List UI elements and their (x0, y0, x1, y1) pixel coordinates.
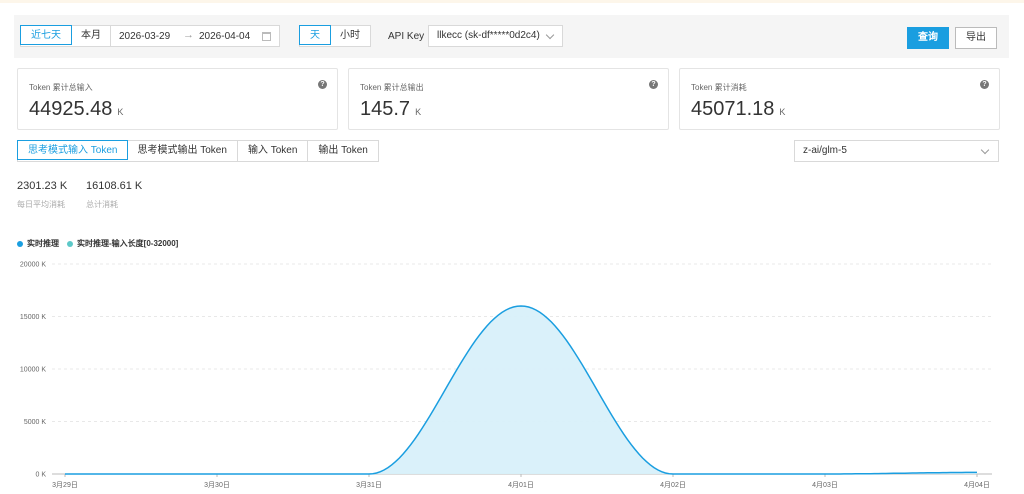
x-tick-label: 4月02日 (660, 481, 686, 489)
model-select[interactable]: z-ai/glm-5 (794, 140, 999, 162)
y-tick-label: 0 K (35, 472, 46, 479)
card-number: 145.7 (360, 98, 411, 120)
x-tick-label: 4月04日 (964, 481, 990, 489)
stat-label: 总计消耗 (86, 200, 118, 209)
tab-thinking-input[interactable]: 思考模式输入 Token (17, 140, 129, 160)
card-title: Token 累计总输入 (29, 83, 93, 92)
calendar-icon (262, 32, 271, 41)
legend-item[interactable]: 实时推理 (17, 238, 59, 249)
y-tick-label: 20000 K (20, 262, 46, 269)
y-tick-label: 10000 K (20, 367, 46, 374)
granularity-group: 天 小时 (299, 25, 371, 47)
date-range-picker[interactable]: 2026-03-29 → 2026-04-04 (110, 25, 280, 47)
card-total-input: Token 累计总输入 ? 44925.48 K (17, 68, 338, 130)
card-unit: K (117, 107, 124, 117)
series-area (65, 306, 977, 474)
export-button[interactable]: 导出 (955, 27, 997, 49)
token-usage-chart: 0 K 5000 K 10000 K 15000 K 20000 K 3月29日 3月30日… (20, 262, 992, 489)
y-tick-label: 5000 K (24, 419, 47, 426)
api-key-label: API Key (388, 31, 425, 42)
chevron-down-icon (545, 30, 555, 40)
x-tick-label: 3月31日 (356, 481, 382, 489)
api-key-select[interactable]: llkecc (sk-df*****0d2c4) (428, 25, 563, 47)
stat-value: 2301.23 K (17, 180, 68, 192)
tab-thinking-output[interactable]: 思考模式输出 Token (127, 141, 238, 161)
token-type-tabs: 思考模式输入 Token 思考模式输出 Token 输入 Token 输出 To… (17, 140, 379, 162)
preset-last-seven-days[interactable]: 近七天 (20, 25, 72, 45)
card-title: Token 累计消耗 (691, 83, 747, 92)
card-unit: K (779, 107, 786, 117)
top-accent-line (0, 0, 1024, 3)
card-total-output: Token 累计总输出 ? 145.7 K (348, 68, 669, 130)
card-value: 145.7 K (360, 98, 421, 121)
range-arrow-icon: → (183, 29, 194, 41)
card-total-consumption: Token 累计消耗 ? 45071.18 K (679, 68, 1000, 130)
stat-label: 每日平均消耗 (17, 200, 65, 209)
legend-item[interactable]: 实时推理-输入长度[0-32000] (67, 238, 178, 249)
chevron-down-icon (980, 145, 990, 155)
legend-label: 实时推理 (27, 239, 59, 248)
date-end[interactable]: 2026-04-04 (199, 31, 251, 42)
series-line (65, 305, 977, 475)
stat-daily-average: 2301.23 K 每日平均消耗 (17, 180, 67, 210)
range-preset-group: 近七天 本月 (20, 25, 112, 47)
card-value: 44925.48 K (29, 98, 123, 121)
help-icon[interactable]: ? (318, 80, 327, 89)
card-unit: K (415, 107, 422, 117)
card-number: 44925.48 (29, 98, 113, 120)
card-number: 45071.18 (691, 98, 775, 120)
legend-label: 实时推理-输入长度[0-32000] (77, 239, 179, 248)
date-start[interactable]: 2026-03-29 (119, 31, 171, 42)
x-tick-label: 3月29日 (52, 481, 78, 489)
tab-input[interactable]: 输入 Token (237, 141, 309, 161)
stat-total: 16108.61 K 总计消耗 (86, 180, 142, 210)
api-key-value: llkecc (sk-df*****0d2c4) (437, 30, 540, 41)
card-value: 45071.18 K (691, 98, 785, 121)
legend-dot (17, 240, 23, 247)
legend-dot (67, 240, 73, 247)
chart-legend: 实时推理 实时推理-输入长度[0-32000] (17, 238, 186, 249)
help-icon[interactable]: ? (980, 80, 989, 89)
granularity-hour[interactable]: 小时 (340, 30, 360, 41)
tab-output[interactable]: 输出 Token (308, 141, 378, 161)
x-tick-label: 4月01日 (508, 481, 534, 489)
query-button[interactable]: 查询 (907, 27, 949, 49)
x-tick-label: 3月30日 (204, 481, 230, 489)
card-title: Token 累计总输出 (360, 83, 424, 92)
preset-this-month[interactable]: 本月 (81, 30, 101, 41)
granularity-day[interactable]: 天 (299, 25, 331, 45)
stat-value: 16108.61 K (86, 180, 143, 192)
y-tick-label: 15000 K (20, 314, 46, 321)
x-tick-label: 4月03日 (812, 481, 838, 489)
help-icon[interactable]: ? (649, 80, 658, 89)
filter-toolbar: 近七天 本月 2026-03-29 → 2026-04-04 天 小时 API … (14, 15, 1009, 58)
model-value: z-ai/glm-5 (803, 145, 847, 156)
